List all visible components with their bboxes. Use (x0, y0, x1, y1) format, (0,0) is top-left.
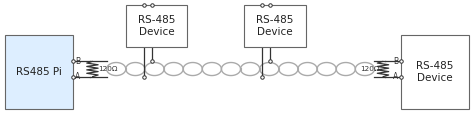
Text: RS-485
Device: RS-485 Device (256, 15, 293, 37)
Text: RS-485
Device: RS-485 Device (416, 61, 454, 83)
Text: RS485 Pi: RS485 Pi (16, 67, 62, 77)
Text: 120Ω: 120Ω (360, 66, 380, 72)
Text: RS-485
Device: RS-485 Device (138, 15, 175, 37)
Text: A: A (393, 72, 399, 81)
Text: 120Ω: 120Ω (99, 66, 118, 72)
Text: B: B (75, 57, 81, 66)
FancyBboxPatch shape (401, 35, 469, 109)
Text: B: B (393, 57, 399, 66)
Text: A: A (75, 72, 81, 81)
Text: A: A (259, 0, 265, 1)
FancyBboxPatch shape (5, 35, 73, 109)
Text: B: B (268, 0, 273, 1)
FancyBboxPatch shape (126, 5, 187, 47)
Text: A: A (141, 0, 146, 1)
FancyBboxPatch shape (244, 5, 306, 47)
Text: B: B (149, 0, 154, 1)
